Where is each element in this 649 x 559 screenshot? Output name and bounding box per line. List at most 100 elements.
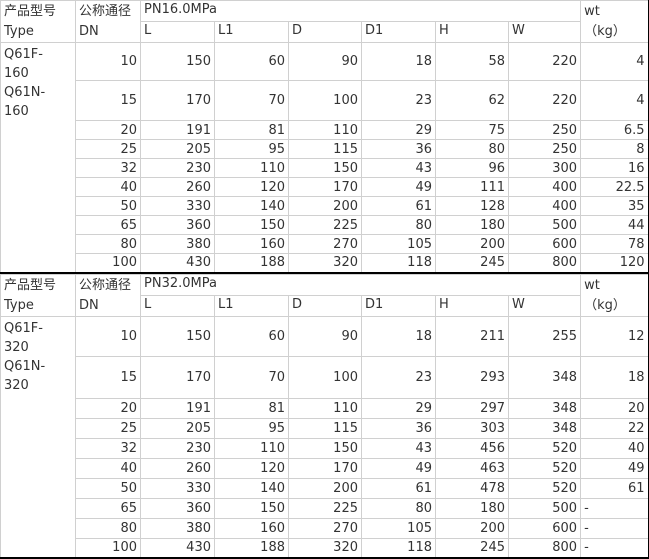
cell-w: 500 [509, 216, 581, 235]
cell-w: 255 [509, 316, 581, 356]
cell-dn: 65 [76, 216, 141, 235]
weight-header-kg: （kg） [584, 22, 645, 42]
cell-h: 180 [436, 216, 509, 235]
cell-w: 500 [509, 498, 581, 518]
cell-w: 800 [509, 254, 581, 273]
spec-table-pn16: 产品型号 Type 公称通径 DN PN16.0MPa wt （kg） L L1… [0, 0, 648, 274]
cell-h: 58 [436, 43, 509, 81]
cell-wt: 35 [581, 197, 648, 216]
cell-h: 293 [436, 356, 509, 398]
cell-h: 62 [436, 81, 509, 121]
cell-dn: 100 [76, 538, 141, 558]
cell-wt: 16 [581, 159, 648, 178]
product-model: Q61N-160 [4, 83, 72, 121]
cell-l: 380 [141, 235, 215, 254]
cell-l: 260 [141, 458, 215, 478]
type-header-en: Type [4, 296, 72, 316]
cell-l1: 110 [215, 438, 289, 458]
cell-d: 200 [289, 197, 362, 216]
dim-header-d1: D1 [362, 295, 436, 316]
cell-l: 191 [141, 121, 215, 140]
cell-h: 200 [436, 518, 509, 538]
cell-l1: 188 [215, 538, 289, 558]
cell-h: 75 [436, 121, 509, 140]
dim-header-l: L [141, 22, 215, 43]
cell-d: 270 [289, 235, 362, 254]
pressure-header: PN32.0MPa [141, 274, 581, 295]
cell-dn: 50 [76, 478, 141, 498]
cell-d1: 36 [362, 140, 436, 159]
cell-l: 330 [141, 197, 215, 216]
cell-l: 260 [141, 178, 215, 197]
cell-h: 128 [436, 197, 509, 216]
cell-w: 520 [509, 478, 581, 498]
cell-w: 300 [509, 159, 581, 178]
cell-dn: 40 [76, 178, 141, 197]
cell-wt: 120 [581, 254, 648, 273]
dn-header-en: DN [79, 296, 137, 316]
product-model: Q61F-320 [4, 319, 72, 357]
cell-d1: 36 [362, 418, 436, 438]
cell-h: 245 [436, 538, 509, 558]
cell-h: 303 [436, 418, 509, 438]
cell-l: 150 [141, 316, 215, 356]
cell-d: 225 [289, 498, 362, 518]
cell-d: 110 [289, 121, 362, 140]
cell-dn: 10 [76, 43, 141, 81]
cell-d1: 49 [362, 458, 436, 478]
dim-header-d1: D1 [362, 22, 436, 43]
cell-d1: 61 [362, 478, 436, 498]
cell-l1: 95 [215, 418, 289, 438]
cell-l: 430 [141, 254, 215, 273]
cell-dn: 65 [76, 498, 141, 518]
cell-d: 110 [289, 398, 362, 418]
cell-l1: 188 [215, 254, 289, 273]
cell-d1: 18 [362, 43, 436, 81]
cell-d1: 105 [362, 235, 436, 254]
cell-h: 80 [436, 140, 509, 159]
type-header-cn: 产品型号 [4, 276, 72, 296]
cell-h: 456 [436, 438, 509, 458]
dim-header-w: W [509, 22, 581, 43]
cell-dn: 50 [76, 197, 141, 216]
cell-w: 800 [509, 538, 581, 558]
type-header-cell: 产品型号 Type [1, 1, 76, 43]
cell-d: 150 [289, 438, 362, 458]
cell-h: 211 [436, 316, 509, 356]
cell-d1: 23 [362, 356, 436, 398]
cell-d1: 29 [362, 398, 436, 418]
cell-wt: 18 [581, 356, 648, 398]
dn-header-cell: 公称通径 DN [76, 1, 141, 43]
cell-wt: 12 [581, 316, 648, 356]
cell-d: 150 [289, 159, 362, 178]
cell-d: 90 [289, 43, 362, 81]
cell-d1: 61 [362, 197, 436, 216]
cell-l1: 110 [215, 159, 289, 178]
product-model: Q61F-160 [4, 45, 72, 83]
cell-d1: 23 [362, 81, 436, 121]
cell-h: 297 [436, 398, 509, 418]
cell-l1: 150 [215, 498, 289, 518]
cell-dn: 32 [76, 159, 141, 178]
cell-wt: 22.5 [581, 178, 648, 197]
cell-w: 220 [509, 81, 581, 121]
dim-header-l: L [141, 295, 215, 316]
cell-l1: 120 [215, 178, 289, 197]
cell-l1: 70 [215, 356, 289, 398]
cell-d1: 105 [362, 518, 436, 538]
cell-l: 380 [141, 518, 215, 538]
cell-w: 348 [509, 356, 581, 398]
